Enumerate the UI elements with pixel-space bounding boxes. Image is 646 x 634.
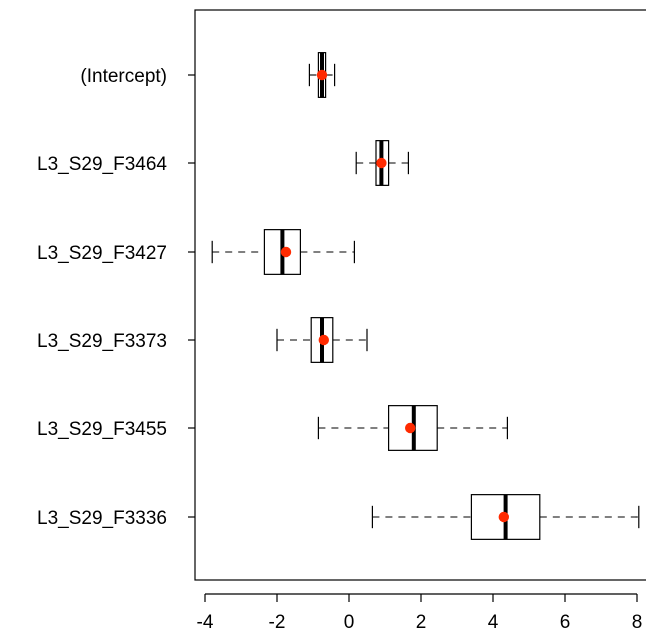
- x-tick-label: 2: [416, 612, 427, 633]
- boxes-group: [211, 52, 640, 540]
- mean-point: [498, 511, 509, 523]
- x-tick-label: 6: [560, 612, 571, 633]
- plot-frame: [194, 9, 646, 581]
- category-label: L3_S29_F3373: [37, 331, 167, 352]
- box-1: [355, 140, 409, 186]
- category-label: L3_S29_F3427: [37, 243, 167, 264]
- x-tick-label: 8: [632, 612, 643, 633]
- mean-point: [376, 157, 387, 169]
- mean-point: [280, 246, 292, 258]
- x-tick-label: 4: [488, 612, 499, 633]
- box-3: [276, 317, 368, 363]
- x-tick-label: 0: [344, 612, 355, 633]
- category-label: (Intercept): [80, 66, 167, 87]
- x-tick-label: -4: [197, 612, 214, 633]
- box-0: [308, 52, 336, 98]
- y-axis: (Intercept) L3_S29_F3464 L3_S29_F3427 L3_S2…: [37, 66, 195, 529]
- box-4: [317, 405, 508, 451]
- category-label: L3_S29_F3455: [37, 419, 167, 440]
- x-tick-label: -2: [269, 612, 286, 633]
- mean-point: [318, 334, 329, 346]
- box-5: [371, 494, 640, 540]
- mean-point: [405, 422, 416, 434]
- x-axis: -4 -2 0 2 4 6 8: [197, 593, 643, 633]
- category-label: L3_S29_F3336: [37, 508, 167, 529]
- category-label: L3_S29_F3464: [37, 154, 167, 175]
- mean-point: [316, 69, 328, 81]
- box-2: [211, 229, 355, 275]
